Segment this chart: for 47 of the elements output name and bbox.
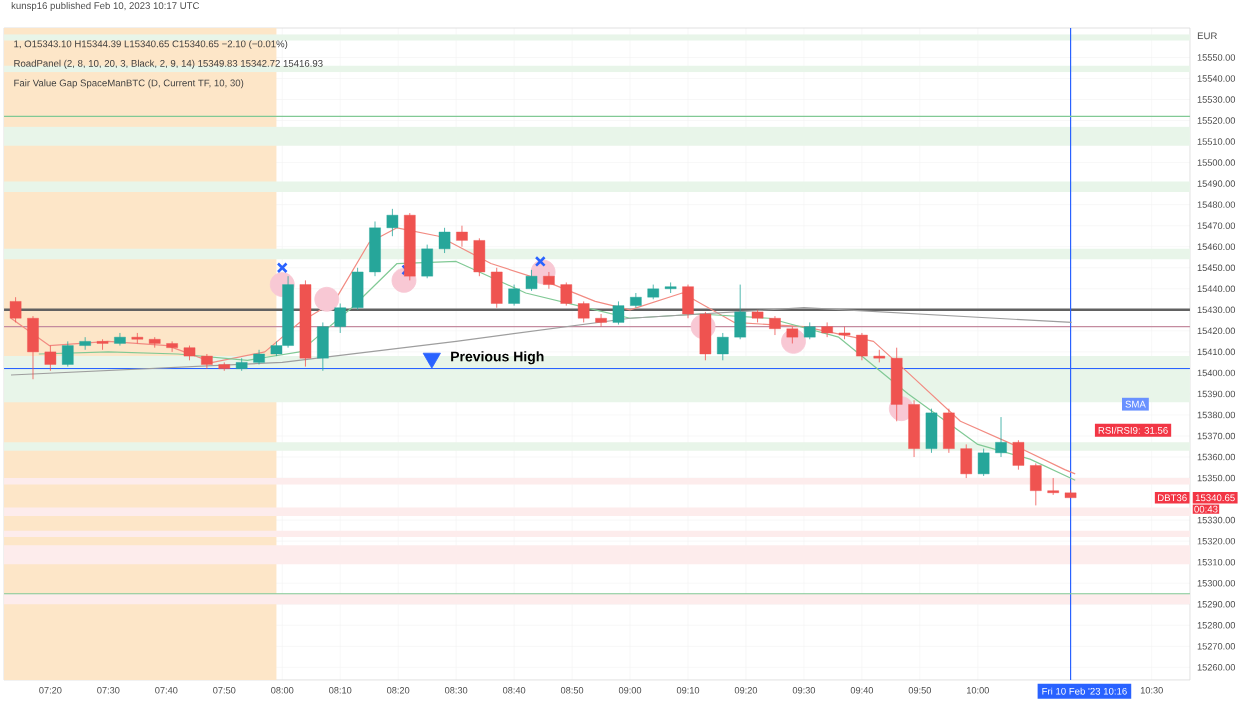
candlestick (543, 271, 555, 290)
point (276, 262, 288, 274)
candlestick (977, 448, 990, 477)
candlestick (1030, 462, 1042, 506)
candlestick (317, 322, 329, 372)
candlestick (114, 332, 126, 346)
candlestick (960, 444, 973, 479)
candlestick (890, 347, 903, 422)
point (534, 255, 546, 267)
candlestick (821, 322, 833, 338)
candlestick (856, 332, 868, 361)
candlestick (334, 303, 346, 334)
candlestick (421, 244, 433, 279)
candlestick (508, 284, 520, 307)
candlestick (166, 340, 178, 353)
candlestick (1047, 477, 1059, 496)
candlestick (351, 267, 364, 311)
candlestick (577, 301, 590, 323)
candlestick (612, 301, 625, 325)
point (422, 352, 441, 369)
candlestick (490, 267, 503, 309)
candlestick (27, 315, 39, 380)
candlestick (9, 296, 22, 323)
candlestick (473, 237, 486, 277)
candlestick (456, 225, 468, 248)
candlestick (908, 399, 920, 458)
line-series (10, 307, 1073, 376)
candlestick (664, 282, 677, 294)
candlestick (44, 345, 57, 372)
candlestick (386, 208, 399, 237)
candlestick (925, 408, 938, 454)
candlestick (438, 227, 451, 254)
candlestick (769, 315, 781, 336)
candlestick (525, 269, 538, 292)
candlestick (1012, 439, 1025, 471)
candlestick (62, 340, 74, 367)
candlestick (682, 284, 694, 319)
candlestick (560, 282, 573, 307)
candlestick (369, 221, 381, 277)
candlestick (595, 313, 607, 328)
candlestick (699, 311, 712, 361)
candlestick (717, 332, 729, 361)
candlestick (734, 284, 746, 340)
candlestick (96, 338, 109, 351)
candlestick (943, 408, 955, 454)
point (314, 286, 340, 312)
candlestick (995, 416, 1007, 458)
